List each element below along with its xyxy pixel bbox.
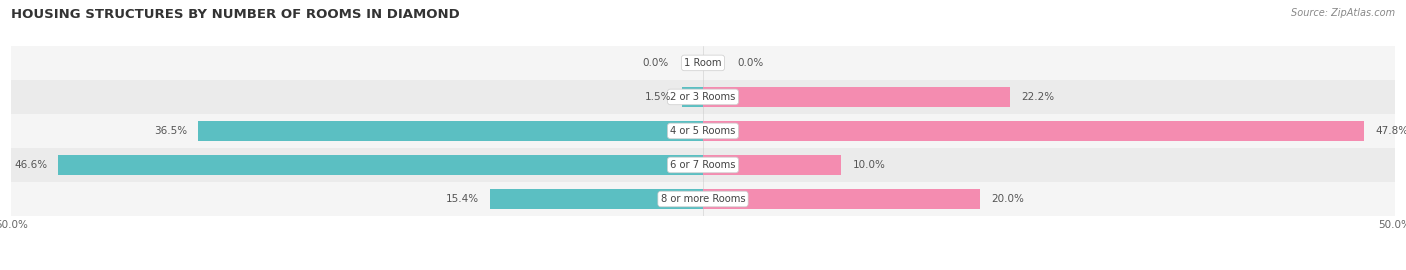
Bar — [682, 87, 703, 107]
Text: 47.8%: 47.8% — [1375, 126, 1406, 136]
Text: 1.5%: 1.5% — [645, 92, 671, 102]
Bar — [11, 46, 1395, 80]
Text: 20.0%: 20.0% — [991, 194, 1024, 204]
Text: 10.0%: 10.0% — [852, 160, 886, 170]
Text: 8 or more Rooms: 8 or more Rooms — [661, 194, 745, 204]
Bar — [11, 80, 1395, 114]
Bar — [703, 87, 1010, 107]
Text: 46.6%: 46.6% — [14, 160, 48, 170]
Bar — [11, 148, 1395, 182]
Bar — [11, 182, 1395, 216]
Bar — [703, 121, 1364, 141]
Text: HOUSING STRUCTURES BY NUMBER OF ROOMS IN DIAMOND: HOUSING STRUCTURES BY NUMBER OF ROOMS IN… — [11, 8, 460, 21]
Text: 0.0%: 0.0% — [738, 58, 763, 68]
Text: 1 Room: 1 Room — [685, 58, 721, 68]
Text: 0.0%: 0.0% — [643, 58, 668, 68]
Text: 4 or 5 Rooms: 4 or 5 Rooms — [671, 126, 735, 136]
Text: 15.4%: 15.4% — [446, 194, 479, 204]
Bar — [489, 189, 703, 209]
Bar — [58, 155, 703, 175]
Text: 36.5%: 36.5% — [153, 126, 187, 136]
Bar — [198, 121, 703, 141]
Text: Source: ZipAtlas.com: Source: ZipAtlas.com — [1291, 8, 1395, 18]
Bar — [703, 155, 841, 175]
Bar — [11, 114, 1395, 148]
Text: 6 or 7 Rooms: 6 or 7 Rooms — [671, 160, 735, 170]
Text: 22.2%: 22.2% — [1021, 92, 1054, 102]
Bar — [703, 189, 980, 209]
Text: 2 or 3 Rooms: 2 or 3 Rooms — [671, 92, 735, 102]
